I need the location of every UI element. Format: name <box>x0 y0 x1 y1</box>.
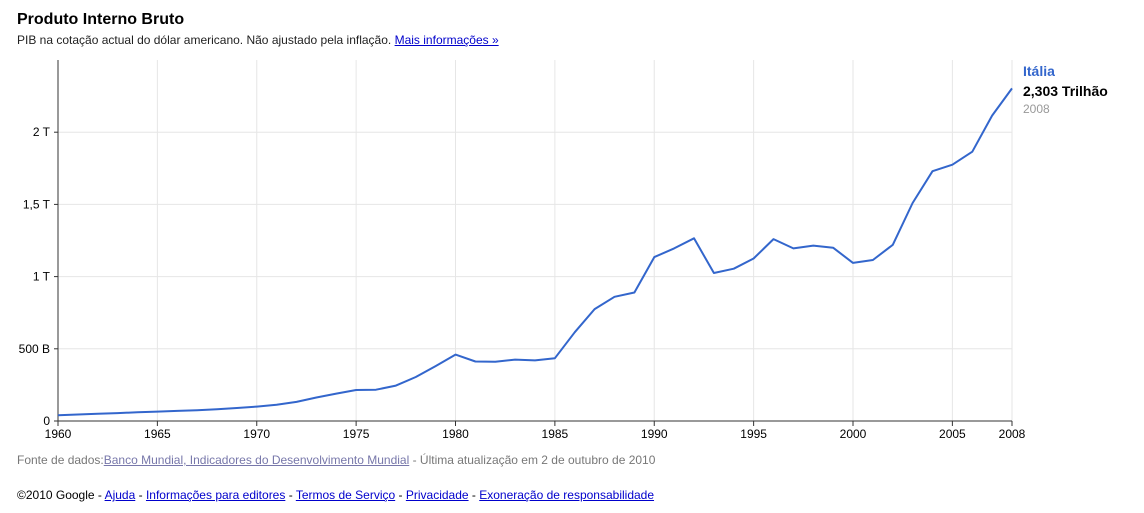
footer: ©2010 Google - Ajuda - Informações para … <box>17 488 654 502</box>
gdp-line-chart: 0 500 B 1 T 1,5 T 2 T 1960 1965 1970 1975 1980 198… <box>19 60 1026 441</box>
y-tick-label: 0 <box>43 414 50 428</box>
y-tick-label: 1,5 T <box>23 197 51 211</box>
x-tick-label: 1990 <box>641 427 668 441</box>
legend-series-name: Itália <box>1023 63 1055 79</box>
footer-copyright: ©2010 Google - <box>17 488 105 502</box>
x-tick-label: 1980 <box>442 427 469 441</box>
source-link[interactable]: Banco Mundial, Indicadores do Desenvolvi… <box>103 453 410 467</box>
subtitle-text: PIB na cotação actual do dólar americano… <box>17 33 392 47</box>
x-tick-label: 2000 <box>840 427 867 441</box>
x-tick-label: 2008 <box>999 427 1026 441</box>
legend-year: 2008 <box>1023 102 1050 116</box>
footer-link-disclaimer[interactable]: Exoneração de responsabilidade <box>479 488 655 502</box>
x-tick-label: 1985 <box>542 427 569 441</box>
legend-value: 2,303 Trilhão <box>1023 83 1108 99</box>
footer-link-privacy[interactable]: Privacidade <box>405 488 469 502</box>
source-prefix: Fonte de dados: <box>17 453 104 467</box>
chart-subtitle: PIB na cotação actual do dólar americano… <box>17 33 499 47</box>
x-tick-label: 1960 <box>45 427 72 441</box>
y-tick-label: 500 B <box>19 342 50 356</box>
footer-separator: - <box>395 488 406 502</box>
footer-separator: - <box>135 488 146 502</box>
source-suffix: - Última atualização em 2 de outubro de … <box>409 453 656 467</box>
data-source: Fonte de dados:Banco Mundial, Indicadore… <box>17 453 655 467</box>
series-line-italia <box>57 87 1013 417</box>
x-tick-label: 1965 <box>144 427 171 441</box>
y-tick-label: 1 T <box>33 270 51 284</box>
footer-link-help[interactable]: Ajuda <box>104 488 136 502</box>
footer-separator: - <box>285 488 296 502</box>
x-tick-label: 1995 <box>740 427 767 441</box>
footer-separator: - <box>468 488 480 502</box>
footer-link-publishers[interactable]: Informações para editores <box>145 488 286 502</box>
y-tick-label: 2 T <box>33 125 51 139</box>
x-tick-label: 1970 <box>243 427 270 441</box>
footer-link-terms[interactable]: Termos de Serviço <box>295 488 396 502</box>
more-info-link[interactable]: Mais informações » <box>394 33 499 47</box>
x-tick-label: 1975 <box>343 427 370 441</box>
chart-title: Produto Interno Bruto <box>17 11 185 28</box>
x-tick-label: 2005 <box>939 427 966 441</box>
